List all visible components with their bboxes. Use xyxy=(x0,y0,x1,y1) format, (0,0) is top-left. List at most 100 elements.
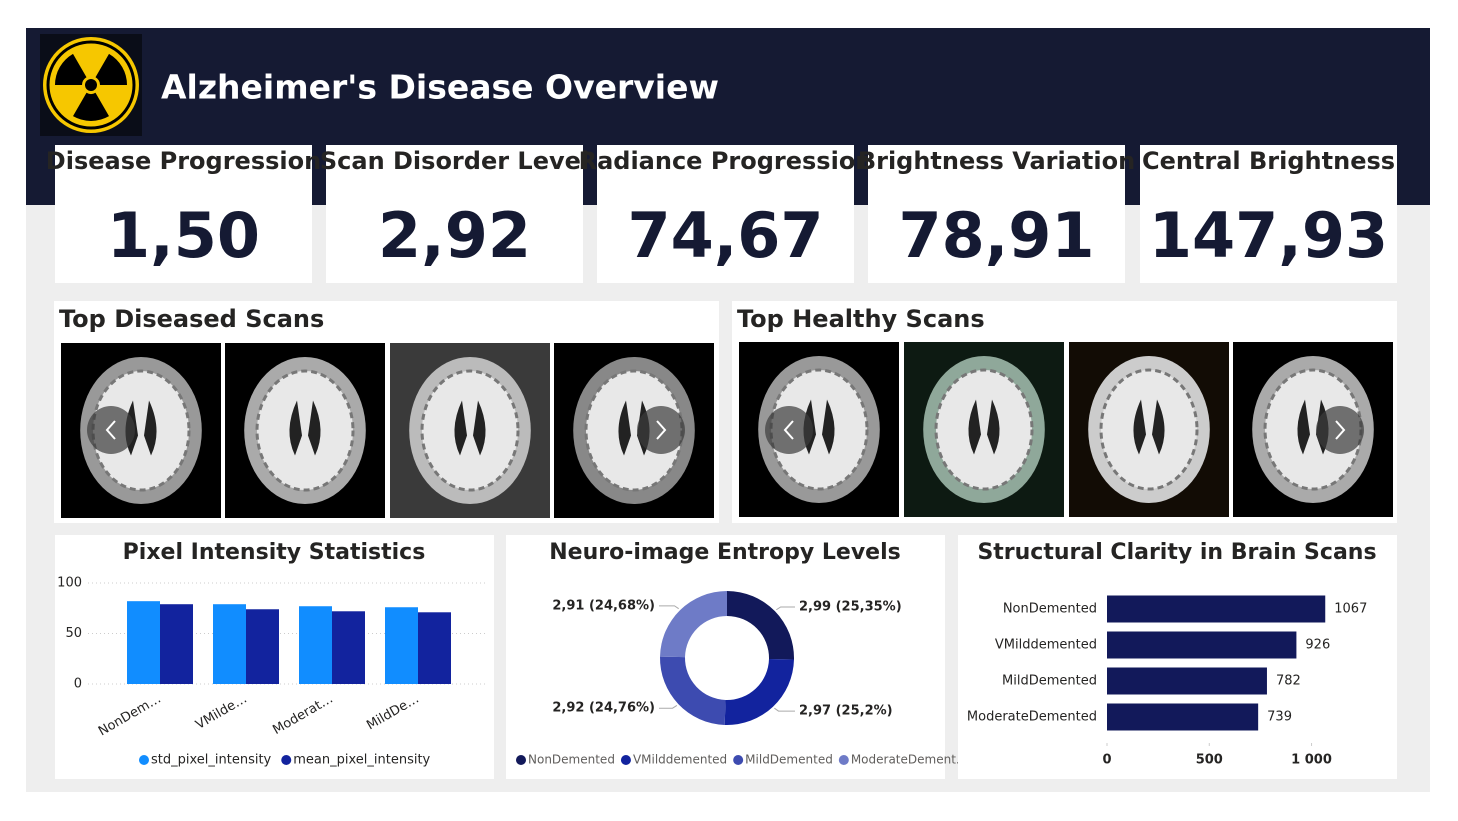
x-tick-label: 1 000 xyxy=(1291,753,1332,768)
carousel-arrow[interactable] xyxy=(87,406,135,454)
data-label: 1067 xyxy=(1334,602,1367,617)
chart-title: Structural Clarity in Brain Scans xyxy=(977,540,1376,565)
logo-blade xyxy=(95,53,127,85)
data-label: 2,91 (24,68%) xyxy=(552,598,655,613)
carousel-arrow-icon xyxy=(783,420,794,440)
kpi-label: Central Brightness xyxy=(1142,147,1395,175)
chart-title: Pixel Intensity Statistics xyxy=(123,540,426,565)
y-tick-label: 0 xyxy=(74,677,82,692)
scan-ventricle xyxy=(803,399,835,455)
scan-ventricle xyxy=(289,400,321,456)
carousel-arrow-icon xyxy=(656,420,667,440)
kpi-label: Radiance Progression xyxy=(579,147,873,175)
gallery-title: Top Healthy Scans xyxy=(737,305,985,333)
bar xyxy=(299,606,332,684)
scan-matter xyxy=(91,369,191,492)
legend-dot xyxy=(838,755,849,765)
data-label: 926 xyxy=(1305,638,1330,653)
donut-slice xyxy=(727,591,794,660)
kpi-value: 2,92 xyxy=(378,199,531,272)
gallery-title: Top Diseased Scans xyxy=(59,305,324,333)
legend-label: std_pixel_intensity xyxy=(151,753,272,768)
data-label: 2,92 (24,76%) xyxy=(552,701,655,716)
legend-label: NonDemented xyxy=(528,753,615,767)
scan-matter xyxy=(1099,368,1199,491)
donut-slice xyxy=(660,591,727,658)
data-label: 782 xyxy=(1276,674,1301,689)
logo xyxy=(43,37,139,133)
scan-ventricle xyxy=(968,399,1000,455)
donut-slice xyxy=(660,656,726,725)
scan-matter xyxy=(255,369,355,492)
y-tick-label: VMilddemented xyxy=(995,638,1097,653)
kpi-label: Disease Progression xyxy=(46,147,321,175)
legend-label: MildDemented xyxy=(745,753,833,767)
y-tick-label: MildDemented xyxy=(1002,674,1097,689)
bar xyxy=(418,612,451,684)
bar xyxy=(332,611,365,684)
bar xyxy=(246,609,279,684)
scan-ventricle xyxy=(125,400,157,456)
legend-dot xyxy=(281,755,292,765)
chart-panel xyxy=(506,535,945,779)
bar xyxy=(1107,667,1267,695)
kpi-card xyxy=(597,145,854,283)
y-tick-label: ModerateDemented xyxy=(967,710,1097,725)
legend-label: VMilddemented xyxy=(633,753,727,767)
carousel-arrow-icon xyxy=(1335,420,1346,440)
logo-ring-line xyxy=(46,40,136,130)
kpi-card xyxy=(1140,145,1397,283)
kpi-label: Brightness Variation xyxy=(858,147,1135,175)
chart-title: Neuro-image Entropy Levels xyxy=(549,540,900,565)
carousel-arrow[interactable] xyxy=(765,406,813,454)
kpi-value: 78,91 xyxy=(898,199,1094,272)
donut-slice xyxy=(724,658,794,725)
kpi-card xyxy=(55,145,312,283)
legend-label: mean_pixel_intensity xyxy=(293,753,430,768)
data-label: 2,97 (25,2%) xyxy=(799,704,893,719)
y-tick-label: 100 xyxy=(57,576,82,591)
y-tick-label: NonDemented xyxy=(1003,602,1097,617)
legend-label: ModerateDement… xyxy=(851,753,968,767)
kpi-value: 147,93 xyxy=(1149,199,1388,272)
logo-blade xyxy=(73,92,109,122)
logo-blade xyxy=(55,53,87,85)
bar xyxy=(213,604,246,684)
leader-line xyxy=(774,707,795,712)
data-label: 2,99 (25,35%) xyxy=(799,599,902,614)
logo-center xyxy=(85,79,97,91)
kpi-label: Scan Disorder Level xyxy=(320,147,589,175)
bar xyxy=(1107,595,1326,623)
kpi-card xyxy=(868,145,1125,283)
scan-matter xyxy=(420,369,520,492)
legend-dot xyxy=(139,755,149,765)
kpi-value: 74,67 xyxy=(627,199,823,272)
legend-dot xyxy=(733,755,744,765)
carousel-arrow[interactable] xyxy=(1316,406,1364,454)
kpi-card xyxy=(326,145,583,283)
bar xyxy=(385,607,418,684)
bar xyxy=(1107,703,1259,731)
legend-dot xyxy=(620,755,631,765)
y-tick-label: 50 xyxy=(65,626,82,641)
carousel-arrow-icon xyxy=(105,420,116,440)
bar xyxy=(160,604,193,684)
bar xyxy=(127,601,160,684)
carousel-arrow[interactable] xyxy=(637,406,685,454)
data-label: 739 xyxy=(1267,710,1292,725)
leader-line xyxy=(776,606,795,611)
scan-ventricle xyxy=(1133,399,1165,455)
bar xyxy=(1107,631,1297,659)
leader-line xyxy=(659,705,678,709)
scan-ventricle xyxy=(454,400,486,456)
leader-line xyxy=(659,605,679,610)
x-tick-label: 500 xyxy=(1196,753,1223,768)
kpi-value: 1,50 xyxy=(107,199,260,272)
legend-dot xyxy=(516,755,526,765)
dashboard-title: Alzheimer's Disease Overview xyxy=(161,68,719,107)
scan-matter xyxy=(934,368,1034,491)
scan-matter xyxy=(769,368,869,491)
x-tick-label: 0 xyxy=(1102,753,1111,768)
